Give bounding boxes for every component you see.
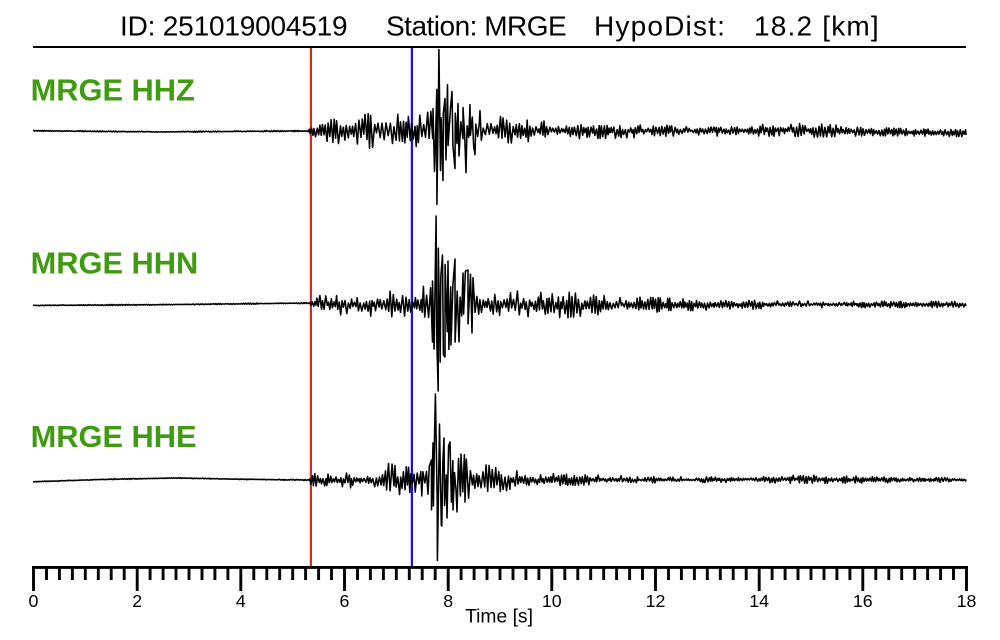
svg-text:ID: 251019004519: ID: 251019004519 xyxy=(120,10,347,41)
svg-text:MRGE HHE: MRGE HHE xyxy=(31,419,197,454)
svg-text:8: 8 xyxy=(443,591,453,611)
svg-text:16: 16 xyxy=(853,591,873,611)
svg-text:12: 12 xyxy=(646,591,666,611)
svg-text:2: 2 xyxy=(132,591,142,611)
svg-text:MRGE HHN: MRGE HHN xyxy=(31,246,199,281)
svg-text:HypoDist:: HypoDist: xyxy=(594,10,726,41)
svg-text:10: 10 xyxy=(542,591,562,611)
svg-text:18: 18 xyxy=(957,591,977,611)
svg-text:0: 0 xyxy=(29,591,39,611)
svg-text:18.2 [km]: 18.2 [km] xyxy=(754,10,880,41)
svg-text:4: 4 xyxy=(236,591,246,611)
svg-text:MRGE HHZ: MRGE HHZ xyxy=(31,73,195,108)
svg-text:Station: MRGE: Station: MRGE xyxy=(386,10,566,41)
svg-text:14: 14 xyxy=(749,591,769,611)
svg-text:Time [s]: Time [s] xyxy=(465,606,533,627)
svg-text:6: 6 xyxy=(340,591,350,611)
